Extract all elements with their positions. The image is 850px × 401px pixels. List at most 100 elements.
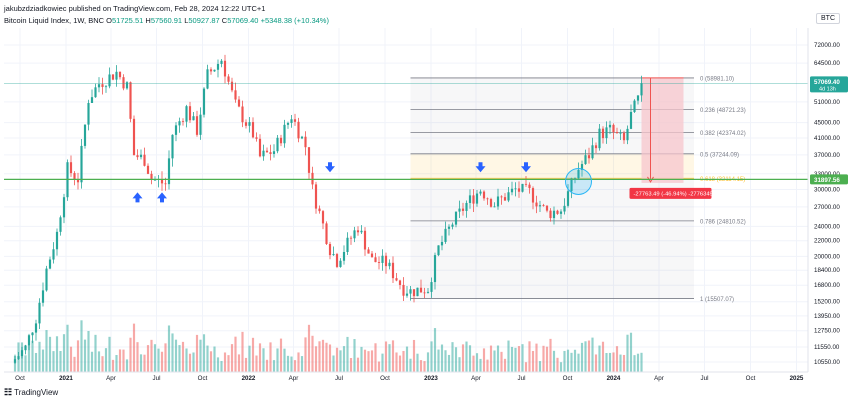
volume-bar [269,342,272,372]
candle-body [258,138,262,157]
candle-body [129,82,132,119]
price-tick-label: 45000.00 [814,120,840,127]
candle-body [143,154,146,166]
volume-bar [132,323,136,372]
currency-badge[interactable]: BTC [816,13,840,24]
time-tick-label: 2022 [242,375,256,382]
volume-bar [482,348,486,372]
candle-body [199,114,202,135]
candle-body [13,359,17,363]
volume-bar [426,352,430,372]
volume-bar [517,346,521,372]
candle-body [353,230,356,239]
candle-body [563,205,566,212]
chart-header: jakubzdziadkowiec published on TradingVi… [0,0,850,28]
volume-bar [139,354,143,372]
candle-body [454,211,458,225]
time-tick-label: 2021 [59,375,73,382]
volume-bar [440,344,444,372]
time-tick-label: Apr [289,375,299,382]
candle-body [146,165,150,174]
candle-body [608,124,612,128]
candle-body [640,83,643,96]
volume-bar [213,346,216,372]
candle-body [24,345,27,351]
fib-level-label: 0.382 (42374.02) [700,131,746,137]
candle-body [139,154,143,158]
volume-bar [143,354,146,372]
candle-body [300,136,304,139]
support-line[interactable] [4,83,808,180]
candle-body [570,178,573,192]
volume-bar [339,350,342,372]
volume-bar [388,344,391,372]
candle-body [496,196,500,207]
candle-body [629,111,633,129]
time-tick-label: Jul [153,375,161,382]
volume-bar [76,340,80,372]
fibonacci-retracement[interactable]: 0 (58981.10) 0.236 (48721.23) 0.382 (42374… [410,76,746,303]
candle-body [367,249,370,254]
volume-bar [419,360,423,372]
volume-bar [573,349,577,372]
candle-body [314,184,318,209]
candle-body [486,198,489,200]
volume-bar [108,336,111,372]
time-tick-label: Apr [106,375,116,382]
candle-body [255,137,258,139]
volume-bar [619,354,622,372]
candle-body [206,69,209,89]
tradingview-brand[interactable]: ☷ TradingView [4,387,58,398]
publisher-line: jakubzdziadkowiec published on TradingVi… [4,4,266,13]
candle-body [202,88,206,115]
fib-zone [410,109,694,133]
candle-body [573,178,577,180]
candle-body [31,332,34,336]
volume-bar [157,348,160,372]
high-label: H [145,16,151,25]
candle-body [283,124,286,144]
candle-body [262,150,265,157]
time-tick-label: Oct [198,375,208,382]
drop-arrow-head-icon [647,176,654,183]
volume-bar [244,357,248,372]
candle-body [363,230,367,250]
volume-bar [52,351,55,372]
volume-bar [395,352,398,372]
volume-bar [241,331,244,372]
candle-body [356,230,360,233]
volume-bar [318,341,321,372]
time-tick-label: Oct [563,375,573,382]
volume-bar [258,343,262,372]
volume-bar [255,355,258,372]
symbol-name[interactable]: Bitcoin Liquid Index, 1W, BNC [4,16,105,25]
candle-body [52,249,55,260]
volume-bar [468,345,472,372]
time-tick-label: 2023 [424,375,438,382]
candle-body [293,119,297,122]
volume-bar [598,345,601,372]
time-tick-label: Oct [746,375,756,382]
price-tick-label: 30000.00 [814,187,840,194]
arrow-annotations[interactable] [132,162,592,203]
volume-bar [521,344,524,372]
volume-bar [174,339,178,372]
volume-bar [454,347,458,372]
candle-body [370,253,374,258]
candle-body [556,210,559,214]
volume-bar [300,356,304,372]
volume-bar [97,351,101,372]
volume-bar [465,341,468,372]
volume-bar [297,352,300,372]
volume-bar [87,330,90,372]
volume-bar [136,342,139,372]
candle-body [34,323,38,333]
candle-body [94,87,97,98]
candle-body [41,290,45,303]
short-position-tool[interactable]: -27763.49 (-46.94%) -2776349 [629,77,713,199]
volume-bar [248,345,251,372]
volume-bar [111,359,115,372]
last-price-badge [810,76,848,93]
